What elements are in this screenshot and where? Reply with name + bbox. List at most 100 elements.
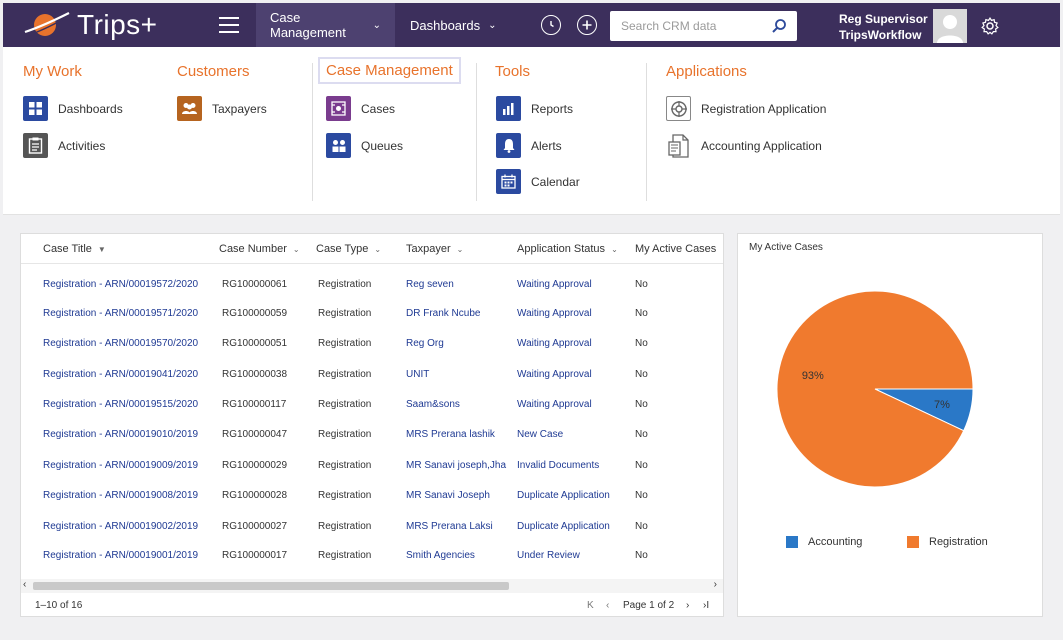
cell-case-title[interactable]: Registration - ARN/00019570/2020 xyxy=(43,338,199,349)
cell-case-title[interactable]: Registration - ARN/00019009/2019 xyxy=(43,460,199,471)
cell-application-status[interactable]: Waiting Approval xyxy=(517,308,592,319)
pie-data-label: 93% xyxy=(802,370,824,382)
legend-swatch xyxy=(907,536,919,548)
user-avatar-icon xyxy=(937,15,963,43)
cell-case-title[interactable]: Registration - ARN/00019572/2020 xyxy=(43,279,199,290)
cell-taxpayer[interactable]: UNIT xyxy=(406,369,430,380)
table-row[interactable]: Registration - ARN/00019041/2020 RG100000… xyxy=(21,360,723,390)
cell-case-number: RG100000028 xyxy=(222,490,288,501)
cell-taxpayer[interactable]: MRS Prerana Laksi xyxy=(406,521,493,532)
search-input[interactable] xyxy=(610,19,760,33)
menu-item-calendar[interactable]: Calendar xyxy=(496,169,580,194)
settings-gear-icon[interactable] xyxy=(981,17,999,35)
cell-taxpayer[interactable]: Smith Agencies xyxy=(406,550,475,561)
column-header-case-number[interactable]: Case Number ⌄ xyxy=(219,243,300,255)
cell-taxpayer[interactable]: MR Sanavi joseph,Jha xyxy=(406,460,507,471)
cell-my-active-cases: No xyxy=(635,460,648,471)
menu-item-alerts[interactable]: Alerts xyxy=(496,133,562,158)
table-row[interactable]: Registration - ARN/00019008/2019 RG100000… xyxy=(21,481,723,511)
cell-application-status[interactable]: Waiting Approval xyxy=(517,338,592,349)
cases-icon xyxy=(326,96,351,121)
cell-application-status[interactable]: Waiting Approval xyxy=(517,399,592,410)
table-row[interactable]: Registration - ARN/00019570/2020 RG100000… xyxy=(21,329,723,359)
menu-item-cases[interactable]: Cases xyxy=(326,96,395,121)
cell-case-title[interactable]: Registration - ARN/00019571/2020 xyxy=(43,308,199,319)
scrollbar-thumb[interactable] xyxy=(33,582,509,590)
menu-item-queues[interactable]: Queues xyxy=(326,133,403,158)
search-icon[interactable] xyxy=(771,18,787,34)
column-header-my-active-cases[interactable]: My Active Cases xyxy=(635,243,717,255)
cell-application-status[interactable]: Duplicate Application xyxy=(517,521,610,532)
menu-item-label: Reports xyxy=(531,101,574,116)
column-header-case-title[interactable]: Case Title ▼ xyxy=(43,243,106,255)
cell-application-status[interactable]: New Case xyxy=(517,429,564,440)
cell-case-number: RG100000117 xyxy=(222,399,287,410)
cell-case-type: Registration xyxy=(318,490,372,501)
menu-item-accounting-application[interactable]: Accounting Application xyxy=(666,133,822,158)
cell-case-title[interactable]: Registration - ARN/00019008/2019 xyxy=(43,490,199,501)
avatar[interactable] xyxy=(933,9,967,43)
cell-taxpayer[interactable]: DR Frank Ncube xyxy=(406,308,481,319)
create-plus-icon[interactable] xyxy=(577,15,597,35)
cell-taxpayer[interactable]: Reg Org xyxy=(406,338,444,349)
cell-case-title[interactable]: Registration - ARN/00019002/2019 xyxy=(43,521,199,532)
table-row[interactable]: Registration - ARN/00019010/2019 RG100000… xyxy=(21,420,723,450)
menu-item-reports[interactable]: Reports xyxy=(496,96,573,121)
user-info[interactable]: Reg Supervisor TripsWorkflow xyxy=(839,11,928,43)
cell-case-number: RG100000061 xyxy=(222,279,288,290)
cases-grid: Case Title ▼ Case Number ⌄ Case Type ⌄ Taxp… xyxy=(20,233,724,617)
cell-taxpayer[interactable]: MR Sanavi Joseph xyxy=(406,490,490,501)
first-page-icon[interactable]: K xyxy=(587,600,594,611)
table-row[interactable]: Registration - ARN/00019009/2019 RG100000… xyxy=(21,451,723,481)
cell-application-status[interactable]: Waiting Approval xyxy=(517,279,592,290)
people-icon xyxy=(177,96,202,121)
cell-application-status[interactable]: Duplicate Application xyxy=(517,490,610,501)
table-row[interactable]: Registration - ARN/00019572/2020 RG100000… xyxy=(21,270,723,300)
legend-item-registration[interactable]: Registration xyxy=(907,536,988,548)
chevron-down-icon: ⌄ xyxy=(456,245,464,254)
cell-my-active-cases: No xyxy=(635,521,648,532)
scroll-right-icon[interactable]: › xyxy=(713,579,717,590)
app-logo[interactable]: Trips+ xyxy=(23,7,158,43)
table-row[interactable]: Registration - ARN/00019001/2019 RG100000… xyxy=(21,541,723,571)
horizontal-scrollbar[interactable]: ‹ › xyxy=(21,579,723,593)
pie-slice-registration[interactable] xyxy=(776,290,974,488)
table-row[interactable]: Registration - ARN/00019515/2020 RG100000… xyxy=(21,390,723,420)
nav-case-management[interactable]: Case Management ⌄ xyxy=(256,3,395,47)
cell-case-title[interactable]: Registration - ARN/00019010/2019 xyxy=(43,429,199,440)
menu-item-dashboards[interactable]: Dashboards xyxy=(23,96,123,121)
cell-case-title[interactable]: Registration - ARN/00019515/2020 xyxy=(43,399,199,410)
last-page-icon[interactable]: ›I xyxy=(703,600,710,611)
cell-case-title[interactable]: Registration - ARN/00019001/2019 xyxy=(43,550,199,561)
table-row[interactable]: Registration - ARN/00019571/2020 RG100000… xyxy=(21,299,723,329)
cell-application-status[interactable]: Invalid Documents xyxy=(517,460,600,471)
next-page-icon[interactable]: › xyxy=(686,600,690,611)
scroll-left-icon[interactable]: ‹ xyxy=(23,579,27,590)
column-header-case-type[interactable]: Case Type ⌄ xyxy=(316,243,382,255)
menu-item-taxpayers[interactable]: Taxpayers xyxy=(177,96,267,121)
table-row[interactable]: Registration - ARN/00019002/2019 RG100000… xyxy=(21,512,723,542)
cell-taxpayer[interactable]: Reg seven xyxy=(406,279,454,290)
cell-taxpayer[interactable]: Saam&sons xyxy=(406,399,460,410)
recent-clock-icon[interactable] xyxy=(541,15,561,35)
cell-application-status[interactable]: Under Review xyxy=(517,550,580,561)
legend-item-accounting[interactable]: Accounting xyxy=(786,536,862,548)
cell-case-title[interactable]: Registration - ARN/00019041/2020 xyxy=(43,369,199,380)
menu-item-registration-application[interactable]: Registration Application xyxy=(666,96,826,121)
menu-item-label: Cases xyxy=(361,101,396,116)
previous-page-icon[interactable]: ‹ xyxy=(606,600,610,611)
bell-icon xyxy=(496,133,521,158)
hamburger-menu-icon[interactable] xyxy=(219,17,239,33)
queues-icon xyxy=(326,133,351,158)
nav-dashboards[interactable]: Dashboards ⌄ xyxy=(396,3,511,47)
chevron-down-icon: ⌄ xyxy=(488,19,497,31)
column-header-taxpayer[interactable]: Taxpayer ⌄ xyxy=(406,243,464,255)
menu-item-activities[interactable]: Activities xyxy=(23,133,105,158)
chevron-down-icon: ⌄ xyxy=(374,245,382,254)
cell-case-number: RG100000027 xyxy=(222,521,288,532)
chevron-down-icon: ⌄ xyxy=(292,245,300,254)
menu-item-label: Alerts xyxy=(531,138,562,153)
cell-taxpayer[interactable]: MRS Prerana lashik xyxy=(406,429,495,440)
cell-application-status[interactable]: Waiting Approval xyxy=(517,369,592,380)
column-header-application-status[interactable]: Application Status ⌄ xyxy=(517,243,618,255)
